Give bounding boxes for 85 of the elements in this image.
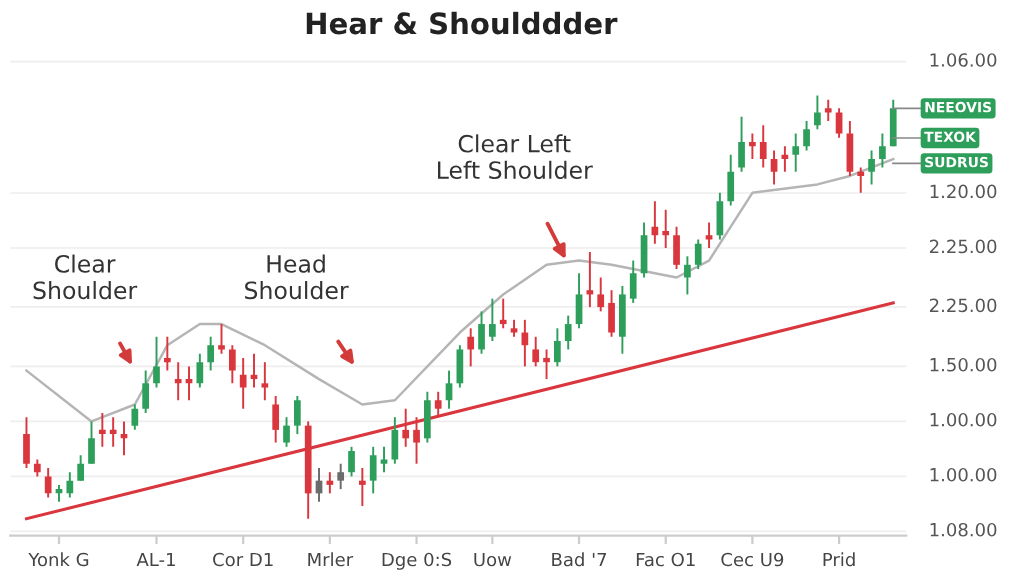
candlestick bbox=[738, 115, 745, 173]
x-tick-label: Mrler bbox=[308, 552, 354, 567]
candlestick bbox=[218, 323, 225, 355]
candlestick bbox=[662, 208, 670, 249]
candlestick bbox=[23, 416, 30, 469]
candlestick bbox=[174, 361, 182, 402]
text: 1.06.00 bbox=[930, 53, 997, 67]
candlestick bbox=[88, 420, 95, 465]
candlestick bbox=[554, 327, 561, 368]
candlestick bbox=[499, 297, 507, 330]
candlestick bbox=[879, 132, 886, 169]
candlestick bbox=[109, 416, 117, 448]
candlestick bbox=[261, 361, 269, 402]
candlestick bbox=[326, 471, 334, 495]
candlestick bbox=[196, 352, 204, 389]
x-tick-label: Yonk G bbox=[28, 552, 89, 567]
x-tick-label: Bad '7 bbox=[552, 552, 607, 567]
candlestick bbox=[424, 390, 431, 444]
candlestick bbox=[478, 310, 485, 355]
text: 1.00.00 bbox=[930, 467, 997, 482]
text: 1.00.00 bbox=[930, 412, 997, 427]
candlestick bbox=[228, 344, 236, 385]
x-tick-label: Cor D1 bbox=[213, 552, 273, 567]
annotation: Head Shoulder bbox=[245, 254, 349, 300]
candlestick bbox=[824, 98, 832, 122]
candlestick bbox=[272, 395, 280, 444]
candlestick bbox=[142, 369, 150, 414]
candlestick bbox=[575, 272, 583, 330]
x-tick-label: AL-1 bbox=[136, 552, 175, 567]
candlestick bbox=[684, 255, 691, 296]
candlestick bbox=[163, 335, 171, 372]
candlestick bbox=[337, 462, 345, 491]
candlestick bbox=[564, 314, 572, 351]
text: 1.08.00 bbox=[930, 522, 997, 537]
candlestick bbox=[44, 466, 52, 499]
candlestick bbox=[153, 335, 160, 389]
text: 1.50.00 bbox=[930, 357, 997, 372]
candlestick bbox=[759, 124, 767, 169]
x-tick-label: Fac O1 bbox=[636, 552, 695, 567]
candlestick bbox=[543, 348, 550, 381]
candlestick bbox=[77, 454, 85, 482]
candlestick bbox=[239, 356, 247, 410]
candlestick bbox=[770, 149, 778, 186]
candlestick bbox=[467, 327, 475, 368]
x-tick-label: Uow bbox=[474, 552, 512, 567]
text: 2.25.00 bbox=[929, 298, 997, 313]
text: 2.25.00 bbox=[929, 239, 997, 254]
candlestick bbox=[597, 276, 605, 313]
candlestick bbox=[727, 153, 735, 207]
candlestick bbox=[293, 395, 301, 436]
candlestick bbox=[489, 297, 496, 342]
candlestick bbox=[532, 335, 540, 368]
candlestick bbox=[369, 445, 377, 495]
chart-title: Hear & Shoulddder bbox=[306, 11, 618, 35]
candlestick bbox=[413, 416, 420, 465]
candlestick bbox=[814, 94, 821, 131]
candlestick bbox=[207, 335, 215, 372]
candlestick bbox=[402, 407, 410, 448]
candlestick bbox=[608, 289, 615, 338]
candlestick bbox=[283, 416, 290, 448]
x-tick-label: Prid bbox=[823, 552, 855, 567]
x-tick-label: Dge 0:S bbox=[382, 552, 452, 570]
candlestick bbox=[792, 132, 800, 173]
candlestick bbox=[673, 225, 680, 271]
candlestick bbox=[456, 344, 464, 389]
candlestick bbox=[716, 191, 724, 241]
candlestick bbox=[749, 132, 756, 160]
x-tick-label: Cec U9 bbox=[721, 552, 784, 567]
candlestick bbox=[835, 107, 843, 139]
candlestick bbox=[359, 466, 366, 508]
text: 1.20.00 bbox=[930, 184, 997, 199]
candlestick bbox=[348, 445, 355, 478]
candlestick bbox=[98, 411, 106, 448]
candlestick bbox=[131, 403, 139, 431]
candlestick bbox=[619, 285, 626, 355]
candlestick bbox=[66, 471, 74, 499]
candlestick bbox=[434, 390, 442, 419]
candlestick bbox=[629, 259, 637, 304]
candlestick bbox=[803, 119, 810, 152]
candlestick bbox=[380, 445, 388, 474]
annotation: Clear Shoulder bbox=[33, 254, 138, 300]
candlestick bbox=[694, 238, 702, 271]
candlestick bbox=[857, 166, 865, 194]
annotation: Clear Left Left Shoulder bbox=[438, 134, 593, 180]
candlestick bbox=[868, 149, 875, 186]
